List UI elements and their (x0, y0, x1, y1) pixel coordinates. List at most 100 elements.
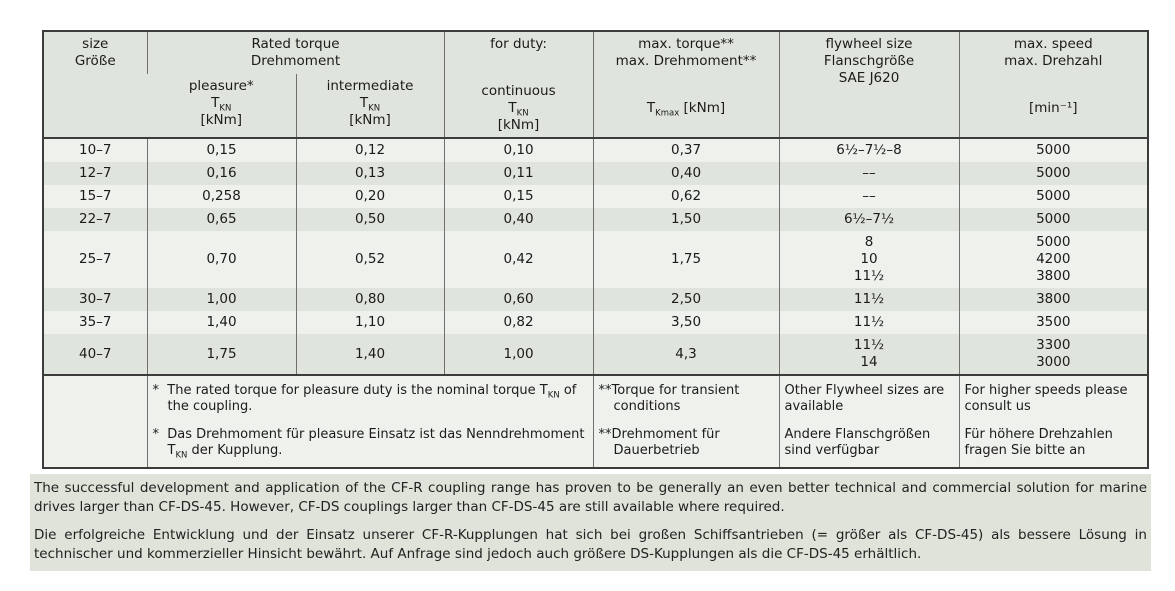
footnote-flywheel-en: Other Flywheel sizes are available (784, 383, 945, 414)
col-header-rated-torque: Rated torque Drehmoment (146, 31, 445, 74)
cell-max-torque: 3,50 (592, 311, 780, 334)
footnote-speed: For higher speeds please consult us Für … (958, 374, 1149, 468)
pleasure-label: pleasure* (188, 77, 254, 94)
header-spacer (449, 53, 589, 83)
col-header-max-speed: max. speed max. Drehzahl [min⁻¹] (958, 31, 1149, 138)
table-row: 15–7 0,258 0,20 0,15 0,62 –– 5000 (43, 185, 1149, 208)
cell-speed: 5000 (958, 185, 1149, 208)
cell-pleasure: 0,15 (146, 137, 296, 162)
cell-pleasure: 1,00 (146, 288, 296, 311)
max-speed-label-en: max. speed (1013, 36, 1093, 52)
flywheel-label-de: Flanschgröße (823, 53, 915, 69)
cell-max-torque: 4,3 (592, 334, 780, 375)
footnote-note-de: * Das Drehmoment für pleasure Einsatz is… (152, 427, 585, 461)
max-torque-label-de: max. Drehmoment** (615, 53, 757, 69)
cell-intermediate: 1,10 (295, 311, 445, 334)
cell-flywheel: 11½ (778, 311, 960, 334)
description-paragraph-en: The successful development and applicati… (34, 480, 1147, 515)
cell-flywheel: 6½–7½–8 (778, 137, 960, 162)
cell-intermediate: 1,40 (295, 334, 445, 375)
footnote-max-torque: **Torque for transient conditions **Dreh… (592, 374, 780, 468)
cell-intermediate: 0,13 (295, 162, 445, 185)
cell-flywheel: 8 10 11½ (778, 231, 960, 288)
cell-max-torque: 0,62 (592, 185, 780, 208)
footnote-row: * The rated torque for pleasure duty is … (43, 374, 1149, 468)
cell-flywheel: 11½ 14 (778, 334, 960, 375)
cell-intermediate: 0,52 (295, 231, 445, 288)
col-header-size: size Größe (43, 31, 147, 138)
cell-size: 30–7 (43, 288, 147, 311)
table-row: 25–7 0,70 0,52 0,42 1,75 8 10 11½ 5000 4… (43, 231, 1149, 288)
cell-continuous: 0,11 (443, 162, 594, 185)
cell-max-torque: 0,40 (592, 162, 780, 185)
cell-continuous: 1,00 (443, 334, 594, 375)
cell-pleasure: 0,258 (146, 185, 296, 208)
description-block: The successful development and applicati… (30, 474, 1151, 571)
cell-continuous: 0,42 (443, 231, 594, 288)
footnote-flywheel: Other Flywheel sizes are available Ander… (778, 374, 960, 468)
cell-size: 12–7 (43, 162, 147, 185)
cell-continuous: 0,60 (443, 288, 594, 311)
cell-size: 40–7 (43, 334, 147, 375)
speed-unit: [min⁻¹] (1029, 100, 1078, 116)
cell-flywheel: –– (778, 162, 960, 185)
cell-size: 22–7 (43, 208, 147, 231)
max-torque-label-en: max. torque** (638, 36, 734, 52)
footnote-transient-de: **Drehmoment für Dauerbetrieb (598, 427, 720, 458)
cell-continuous: 0,40 (443, 208, 594, 231)
cell-size: 10–7 (43, 137, 147, 162)
footnote-speed-de: Für höhere Drehzahlen fragen Sie bitte a… (964, 427, 1113, 458)
intermediate-label: intermediate (326, 77, 414, 94)
max-speed-label-de: max. Drehzahl (1004, 53, 1103, 69)
cell-intermediate: 0,80 (295, 288, 445, 311)
table-row: 30–7 1,00 0,80 0,60 2,50 11½ 3800 (43, 288, 1149, 311)
tkmax-symbol: TKmax [kNm] (646, 100, 726, 119)
cell-speed: 5000 4200 3800 (958, 231, 1149, 288)
size-label-de: Größe (74, 53, 116, 69)
table-row: 35–7 1,40 1,10 0,82 3,50 11½ 3500 (43, 311, 1149, 334)
cell-pleasure: 0,65 (146, 208, 296, 231)
cell-size: 25–7 (43, 231, 147, 288)
coupling-spec-table: size Größe Rated torque Drehmoment for d… (42, 30, 1150, 469)
cell-intermediate: 0,12 (295, 137, 445, 162)
flywheel-standard: SAE J620 (838, 70, 900, 86)
footnote-speed-en: For higher speeds please consult us (964, 383, 1128, 414)
cell-max-torque: 2,50 (592, 288, 780, 311)
tkn-symbol: TKN (359, 94, 381, 114)
col-header-pleasure: pleasure* TKN [kNm] (147, 73, 296, 138)
knm-unit: [kNm] (349, 111, 391, 128)
cell-max-torque: 1,50 (592, 208, 780, 231)
cell-flywheel: 11½ (778, 288, 960, 311)
cell-pleasure: 0,16 (146, 162, 296, 185)
cell-pleasure: 1,75 (146, 334, 296, 375)
cell-speed: 5000 (958, 162, 1149, 185)
knm-unit: [kNm] (497, 117, 540, 133)
cell-flywheel: 6½–7½ (778, 208, 960, 231)
tkn-symbol: TKN (211, 94, 232, 114)
col-header-intermediate: intermediate TKN [kNm] (295, 73, 445, 138)
col-header-flywheel: flywheel size Flanschgröße SAE J620 (778, 31, 960, 138)
cell-continuous: 0,10 (443, 137, 594, 162)
header-spacer (598, 70, 775, 100)
footnote-note-en: * The rated torque for pleasure duty is … (152, 383, 577, 414)
cell-speed: 3800 (958, 288, 1149, 311)
footnote-rated-torque: * The rated torque for pleasure duty is … (146, 374, 594, 468)
cell-pleasure: 0,70 (146, 231, 296, 288)
knm-unit: [kNm] (200, 111, 243, 128)
for-duty-label: for duty: (490, 36, 547, 52)
cell-speed: 3500 (958, 311, 1149, 334)
cell-speed: 3300 3000 (958, 334, 1149, 375)
cell-continuous: 0,15 (443, 185, 594, 208)
rated-torque-label-en: Rated torque (251, 36, 340, 52)
cell-max-torque: 1,75 (592, 231, 780, 288)
cell-pleasure: 1,40 (146, 311, 296, 334)
cell-size: 35–7 (43, 311, 147, 334)
cell-max-torque: 0,37 (592, 137, 780, 162)
cell-size: 15–7 (43, 185, 147, 208)
header-spacer (964, 70, 1144, 100)
cell-intermediate: 0,20 (295, 185, 445, 208)
table-row: 10–7 0,15 0,12 0,10 0,37 6½–7½–8 5000 (43, 137, 1149, 162)
cell-speed: 5000 (958, 208, 1149, 231)
continuous-label: continuous (481, 83, 556, 99)
footnote-transient-en: **Torque for transient conditions (598, 383, 740, 414)
